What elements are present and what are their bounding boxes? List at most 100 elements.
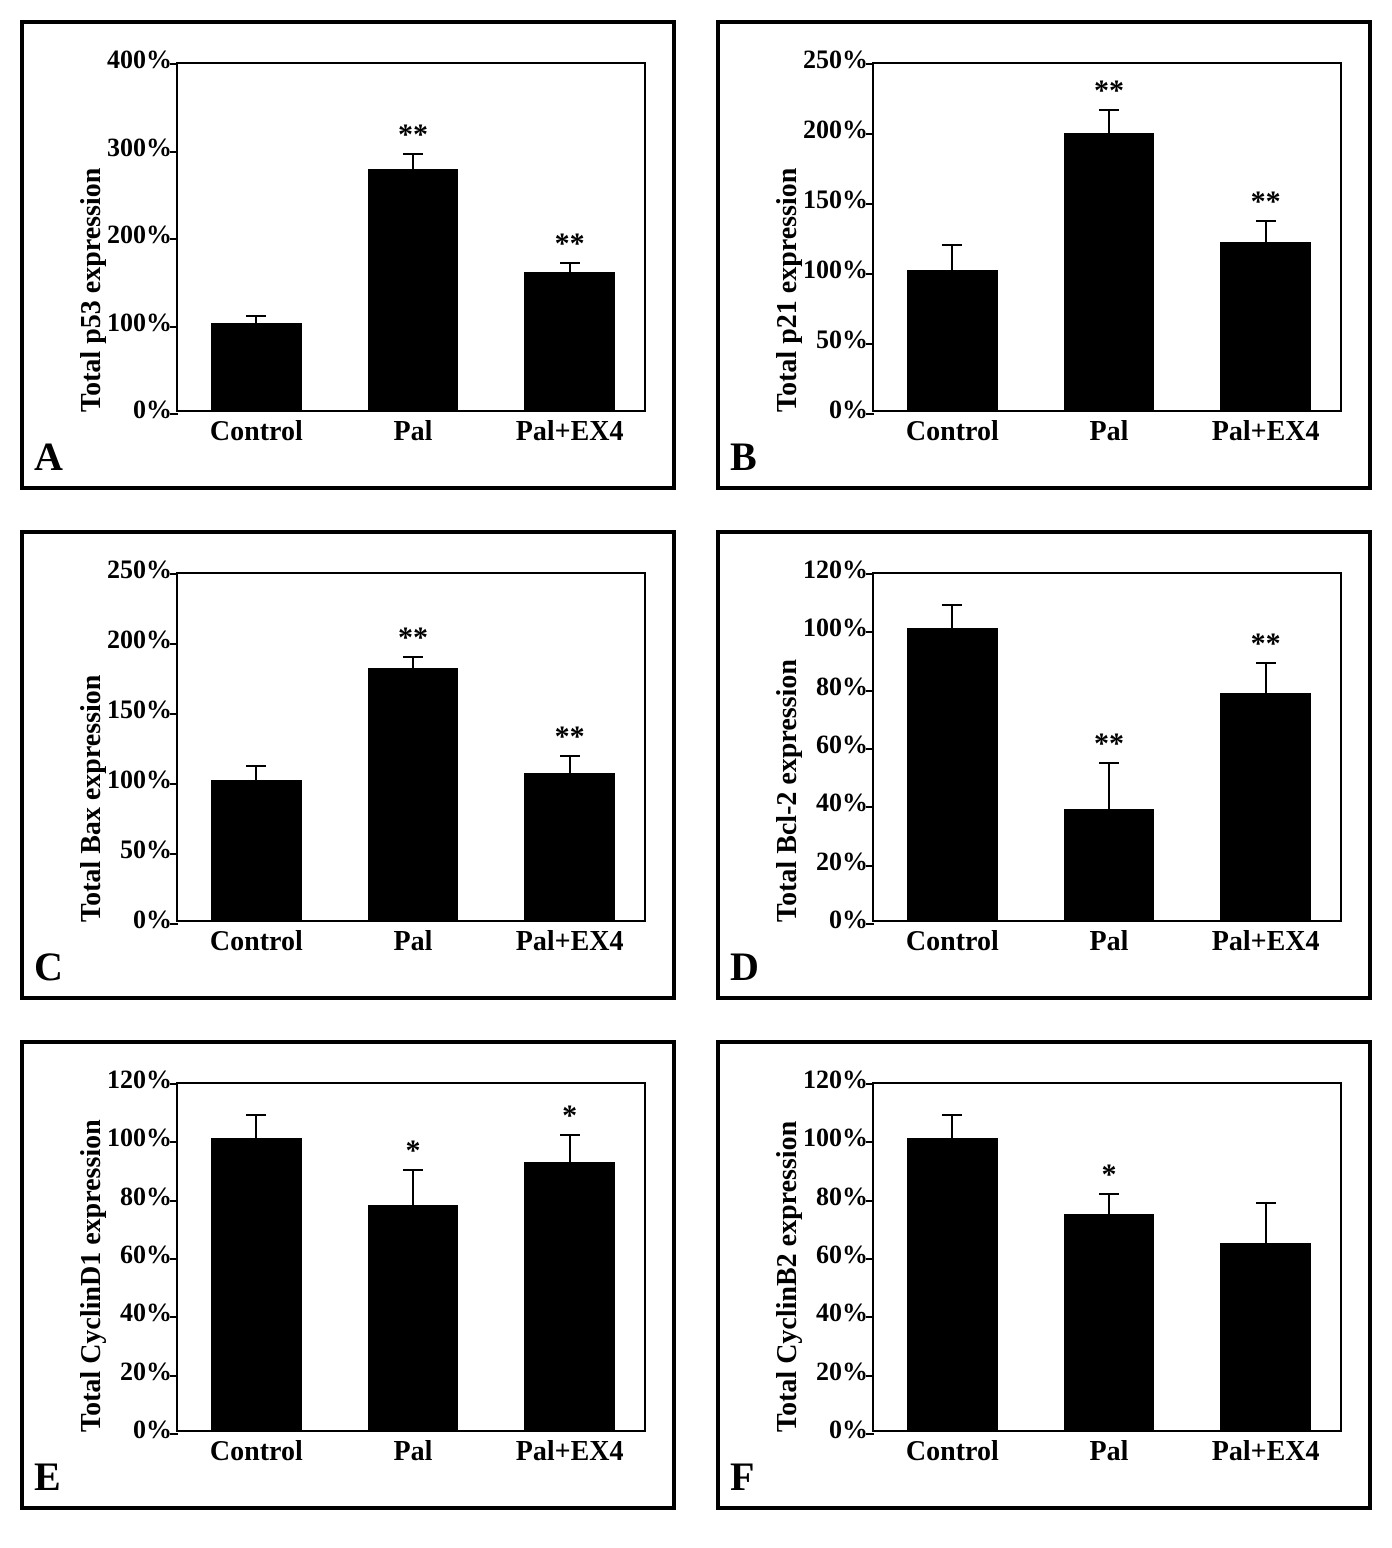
- ytick-label: 80%: [816, 1182, 868, 1212]
- xtick-label: Pal+EX4: [516, 926, 624, 958]
- yaxis-label: Total Bcl-2 expression: [772, 659, 804, 922]
- errorbar-cap: [1099, 1193, 1119, 1195]
- ytick-label: 400%: [107, 45, 172, 75]
- bar: [1220, 1243, 1311, 1430]
- ytick-label: 100%: [107, 308, 172, 338]
- significance-marker: **: [398, 623, 428, 653]
- significance-marker: **: [1094, 729, 1124, 759]
- ytick-label: 80%: [816, 672, 868, 702]
- bar: **: [368, 169, 459, 410]
- errorbar-stem: [255, 1115, 257, 1138]
- significance-marker: *: [405, 1136, 420, 1166]
- ytick-label: 200%: [107, 220, 172, 250]
- bar: [211, 780, 302, 920]
- bar: [211, 1138, 302, 1430]
- ytick-label: 0%: [829, 395, 868, 425]
- bar: [211, 323, 302, 411]
- panel-F: F0%20%40%60%80%100%120%Control*PalPal+EX…: [716, 1040, 1372, 1510]
- plot-area: 0%50%100%150%200%250%Control**Pal**Pal+E…: [872, 62, 1342, 412]
- xtick-label: Control: [210, 1436, 303, 1468]
- errorbar-cap: [942, 1114, 962, 1116]
- plot-area: 0%100%200%300%400%Control**Pal**Pal+EX4: [176, 62, 646, 412]
- panel-A: A0%100%200%300%400%Control**Pal**Pal+EX4…: [20, 20, 676, 490]
- ytick-label: 0%: [829, 1415, 868, 1445]
- ytick-label: 120%: [803, 555, 868, 585]
- ytick-label: 40%: [120, 1298, 172, 1328]
- significance-marker: *: [1101, 1160, 1116, 1190]
- ytick-label: 100%: [107, 765, 172, 795]
- plot-area: 0%20%40%60%80%100%120%Control*PalPal+EX4: [872, 1082, 1342, 1432]
- ytick-label: 80%: [120, 1182, 172, 1212]
- errorbar-cap: [1099, 109, 1119, 111]
- bar: *: [524, 1162, 615, 1430]
- ytick-label: 50%: [816, 325, 868, 355]
- errorbar-cap: [246, 1114, 266, 1116]
- errorbar-cap: [403, 656, 423, 658]
- ytick-label: 20%: [816, 1357, 868, 1387]
- xtick-label: Pal: [1090, 926, 1129, 958]
- bar: **: [1064, 809, 1155, 920]
- xtick-label: Pal+EX4: [1212, 926, 1320, 958]
- yaxis-label: Total CyclinD1 expression: [76, 1119, 108, 1432]
- bar: [907, 628, 998, 920]
- errorbar-stem: [569, 263, 571, 272]
- errorbar-stem: [951, 1115, 953, 1138]
- errorbar-stem: [569, 1135, 571, 1161]
- bar: **: [1220, 693, 1311, 921]
- errorbar-stem: [1108, 110, 1110, 132]
- plot-area: 0%50%100%150%200%250%Control**Pal**Pal+E…: [176, 572, 646, 922]
- ytick-label: 250%: [107, 555, 172, 585]
- figure-grid: A0%100%200%300%400%Control**Pal**Pal+EX4…: [20, 20, 1372, 1510]
- plot-area: 0%20%40%60%80%100%120%Control**Pal**Pal+…: [872, 572, 1342, 922]
- plot-area: 0%20%40%60%80%100%120%Control*Pal*Pal+EX…: [176, 1082, 646, 1432]
- xtick-label: Pal+EX4: [1212, 1436, 1320, 1468]
- errorbar-cap: [1256, 220, 1276, 222]
- chart-box: 0%50%100%150%200%250%Control**Pal**Pal+E…: [46, 552, 650, 982]
- ytick-label: 60%: [816, 1240, 868, 1270]
- xtick-label: Pal: [1090, 416, 1129, 448]
- chart-box: 0%20%40%60%80%100%120%Control**Pal**Pal+…: [742, 552, 1346, 982]
- ytick-label: 100%: [803, 255, 868, 285]
- ytick-label: 200%: [803, 115, 868, 145]
- xtick-label: Pal: [394, 926, 433, 958]
- significance-marker: **: [1251, 187, 1281, 217]
- errorbar-stem: [412, 154, 414, 170]
- errorbar-cap: [942, 604, 962, 606]
- errorbar-cap: [560, 1134, 580, 1136]
- chart-box: 0%20%40%60%80%100%120%Control*Pal*Pal+EX…: [46, 1062, 650, 1492]
- ytick-label: 0%: [133, 1415, 172, 1445]
- errorbar-stem: [255, 766, 257, 780]
- xtick-label: Pal: [1090, 1436, 1129, 1468]
- ytick-label: 20%: [120, 1357, 172, 1387]
- yaxis-label: Total Bax expression: [76, 675, 108, 922]
- errorbar-cap: [403, 1169, 423, 1171]
- errorbar-cap: [1099, 762, 1119, 764]
- errorbar-stem: [1108, 763, 1110, 810]
- errorbar-stem: [1265, 663, 1267, 692]
- ytick-label: 250%: [803, 45, 868, 75]
- ytick-label: 40%: [816, 1298, 868, 1328]
- errorbar-cap: [942, 244, 962, 246]
- yaxis-label: Total CyclinB2 expression: [772, 1121, 804, 1432]
- ytick-label: 200%: [107, 625, 172, 655]
- errorbar-stem: [951, 605, 953, 628]
- xtick-label: Pal: [394, 416, 433, 448]
- xtick-label: Control: [906, 416, 999, 448]
- xtick-label: Control: [906, 926, 999, 958]
- xtick-label: Control: [906, 1436, 999, 1468]
- ytick-label: 120%: [107, 1065, 172, 1095]
- significance-marker: **: [555, 229, 585, 259]
- ytick-label: 50%: [120, 835, 172, 865]
- bar: *: [368, 1205, 459, 1430]
- ytick-label: 60%: [120, 1240, 172, 1270]
- panel-C: C0%50%100%150%200%250%Control**Pal**Pal+…: [20, 530, 676, 1000]
- errorbar-cap: [403, 153, 423, 155]
- ytick-label: 0%: [133, 395, 172, 425]
- xtick-label: Pal: [394, 1436, 433, 1468]
- bar: **: [368, 668, 459, 920]
- errorbar-cap: [246, 765, 266, 767]
- chart-box: 0%50%100%150%200%250%Control**Pal**Pal+E…: [742, 42, 1346, 472]
- significance-marker: **: [1094, 76, 1124, 106]
- xtick-label: Control: [210, 926, 303, 958]
- ytick-label: 150%: [107, 695, 172, 725]
